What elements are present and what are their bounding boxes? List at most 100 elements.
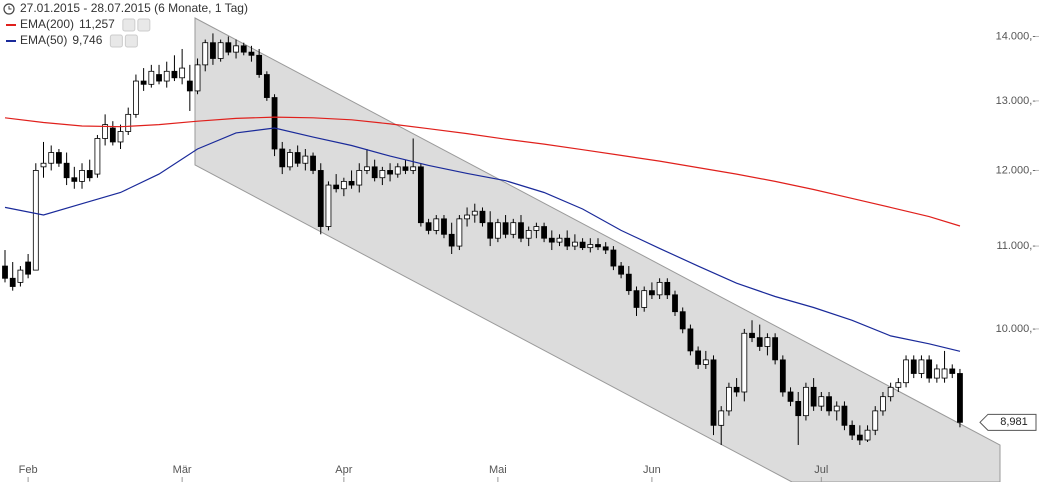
candle-body xyxy=(502,222,509,235)
candle-body xyxy=(957,373,963,423)
legend-value: 11,257 xyxy=(79,17,115,31)
candle-body xyxy=(240,45,247,53)
x-tick-label: Jul xyxy=(814,464,828,476)
candle-body xyxy=(302,155,309,164)
candle-body xyxy=(379,170,386,179)
candle-body xyxy=(733,386,740,393)
candle-body xyxy=(595,244,601,248)
candle-body xyxy=(40,162,47,168)
candle-body xyxy=(903,359,909,384)
candle-body xyxy=(779,359,786,393)
candle-body xyxy=(687,328,694,352)
candle-body xyxy=(125,113,132,132)
candle-body xyxy=(394,166,401,175)
candle-body xyxy=(387,170,393,175)
candle-body xyxy=(933,368,940,379)
candle-body xyxy=(263,74,270,98)
candle-body xyxy=(887,386,894,398)
candle-body xyxy=(679,311,686,330)
candle-body xyxy=(287,152,293,168)
y-tick-label: 13.000,- xyxy=(996,95,1037,107)
candle-body xyxy=(25,261,32,275)
candle-body xyxy=(202,42,209,66)
settings-button[interactable] xyxy=(122,18,136,32)
candle-body xyxy=(156,74,162,82)
candle-body xyxy=(2,265,8,279)
candle-body xyxy=(541,226,547,239)
candle-body xyxy=(841,405,848,426)
candle-body xyxy=(86,170,93,179)
candle-body xyxy=(880,396,886,412)
candle-body xyxy=(163,70,170,82)
candle-body xyxy=(749,332,755,339)
candle-body xyxy=(32,170,39,271)
candle-body xyxy=(571,241,578,247)
candle-body xyxy=(795,400,802,417)
candle-body xyxy=(510,222,517,235)
candle-body xyxy=(248,51,255,56)
x-tick-label: Mai xyxy=(489,464,507,476)
candle-body xyxy=(448,233,455,247)
candle-body xyxy=(479,210,486,224)
candle-body xyxy=(279,148,286,168)
candle-body xyxy=(256,54,263,75)
candle-body xyxy=(718,410,725,426)
close-button[interactable] xyxy=(124,34,138,48)
candle-body xyxy=(179,67,186,79)
candle-body xyxy=(325,184,332,227)
candle-body xyxy=(856,434,863,441)
ema-line xyxy=(4,127,961,352)
candle-body xyxy=(433,218,440,231)
candle-body xyxy=(402,166,409,171)
candle-body xyxy=(910,359,917,374)
settings-button[interactable] xyxy=(109,34,123,48)
candle-body xyxy=(664,281,671,296)
candle-body xyxy=(333,184,340,190)
x-tick-label: Feb xyxy=(19,464,38,476)
legend: EMA(200) 11,257 EMA(50) 9,746 xyxy=(6,17,151,48)
candle-body xyxy=(533,226,540,231)
candle-body xyxy=(217,42,224,59)
x-tick-label: Jun xyxy=(643,464,661,476)
candle-body xyxy=(471,210,478,216)
y-tick-label: 14.000,- xyxy=(996,30,1037,42)
last-price-box xyxy=(979,413,1037,431)
candle-body xyxy=(610,249,617,267)
clock-icon xyxy=(3,3,15,15)
candle-body xyxy=(79,170,85,182)
candle-body xyxy=(17,269,24,283)
legend-label: EMA(200) xyxy=(20,17,74,31)
candle-body xyxy=(271,97,278,150)
candle-body xyxy=(102,124,109,139)
candle-body xyxy=(410,166,417,171)
candle-body xyxy=(726,386,732,412)
candle-body xyxy=(487,222,494,239)
candle-body xyxy=(356,170,363,186)
candle-body xyxy=(71,177,78,182)
candle-body xyxy=(109,127,116,143)
candle-body xyxy=(564,237,571,247)
candle-body xyxy=(810,386,817,407)
x-tick-label: Mär xyxy=(173,464,192,476)
candle-body xyxy=(194,64,201,92)
candle-body xyxy=(364,166,370,171)
candle-body xyxy=(672,294,678,313)
candle-body xyxy=(148,70,155,85)
candle-body xyxy=(133,80,139,115)
candle-body xyxy=(456,218,463,247)
close-button[interactable] xyxy=(137,18,151,32)
candle-body xyxy=(518,222,524,239)
candle-body xyxy=(633,290,640,308)
candle-body xyxy=(656,281,663,296)
candle-body xyxy=(140,80,147,85)
candle-body xyxy=(348,180,355,186)
chart-title: 27.01.2015 - 28.07.2015 (6 Monate, 1 Tag… xyxy=(20,1,248,15)
y-tick-label: 11.000,- xyxy=(996,240,1036,252)
candle-body xyxy=(702,359,709,365)
candle-body xyxy=(803,386,809,417)
candle-body xyxy=(171,70,178,79)
candle-body xyxy=(949,368,956,374)
candle-body xyxy=(56,152,62,164)
candle-body xyxy=(618,265,625,275)
candle-body xyxy=(818,396,825,407)
